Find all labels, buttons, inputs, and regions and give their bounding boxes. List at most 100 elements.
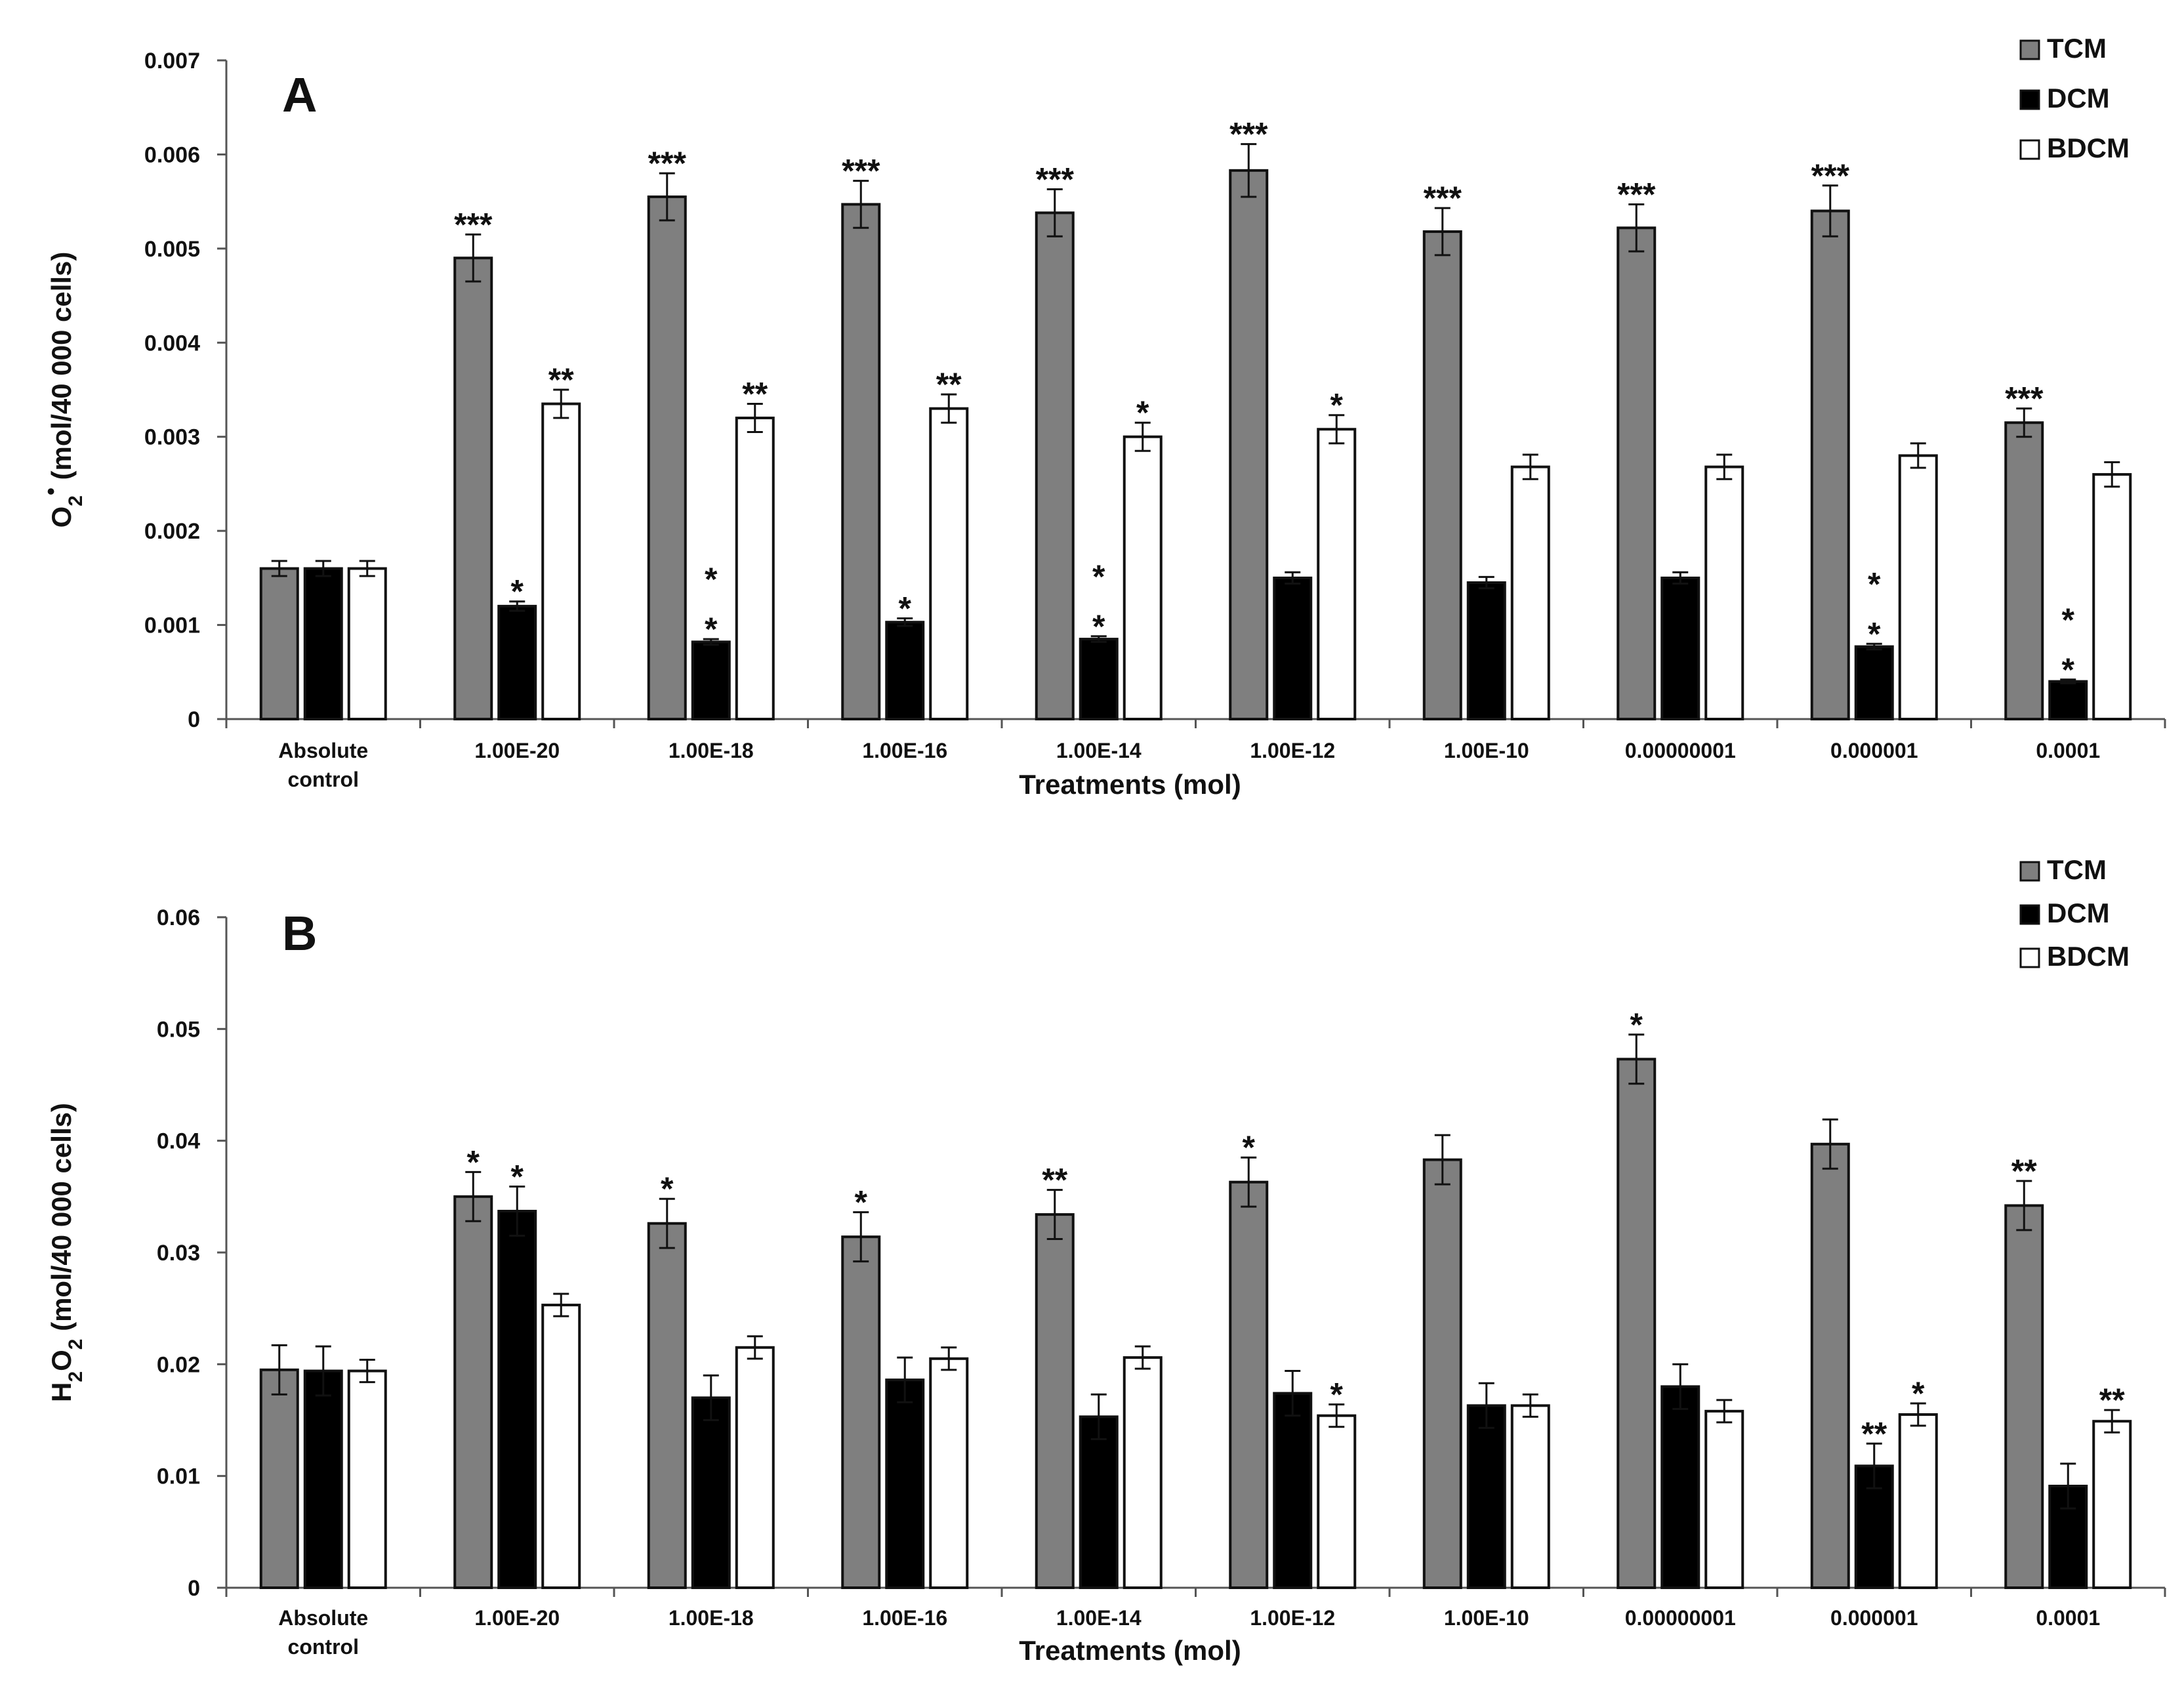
significance-label: *** <box>842 153 880 190</box>
legend-swatch-tcm <box>2019 861 2040 882</box>
bar-dcm <box>497 604 537 721</box>
legend-label-bdcm: BDCM <box>2047 133 2130 163</box>
legend-label-tcm: TCM <box>2047 854 2107 885</box>
category-label-line: 0.0001 <box>2036 739 2100 762</box>
y-tick-label: 0.04 <box>157 1129 200 1154</box>
category-label-line: Absolute <box>278 739 368 762</box>
bar-bdcm <box>929 407 969 721</box>
category-label: 0.0001 <box>2036 739 2100 762</box>
bar-bdcm <box>1317 428 1357 720</box>
y-tick-label: 0.02 <box>157 1352 200 1377</box>
category-label-line: 0.0001 <box>2036 1606 2100 1630</box>
bar-tcm <box>453 257 493 720</box>
category-label-line: 1.00E-10 <box>1444 1606 1529 1630</box>
significance-label: * <box>1136 394 1149 431</box>
bar-tcm <box>1422 1158 1462 1589</box>
bar-bdcm <box>347 567 387 720</box>
y-axis-title-part: O <box>46 507 77 528</box>
bar-bdcm <box>735 417 775 720</box>
bar-bdcm <box>1510 1404 1550 1590</box>
bar-bdcm <box>2092 473 2132 720</box>
bar-bdcm <box>1510 465 1550 721</box>
category-label-line: control <box>288 768 359 791</box>
significance-label: * <box>855 1184 868 1221</box>
bar-bdcm <box>2092 1420 2132 1590</box>
significance-label: ** <box>2011 1153 2037 1189</box>
bar-tcm <box>1617 226 1657 720</box>
y-axis-title-part: O <box>46 1350 77 1371</box>
y-tick-label: 0.004 <box>144 331 200 356</box>
bar-dcm <box>1466 581 1506 720</box>
bar-tcm <box>453 1195 493 1590</box>
category-label-line: 1.00E-16 <box>862 1606 947 1630</box>
legend-swatch-tcm <box>2019 39 2040 60</box>
significance-label: * <box>1912 1375 1925 1412</box>
bar-bdcm <box>1123 435 1163 720</box>
bar-bdcm <box>1898 1413 1938 1590</box>
significance-label: * <box>1330 1376 1344 1413</box>
category-label-line: 1.00E-18 <box>669 739 754 762</box>
bar-tcm <box>647 1222 687 1590</box>
y-tick-label: 0.007 <box>144 49 200 73</box>
significance-label: ** <box>1042 1162 1067 1199</box>
bar-bdcm <box>1317 1414 1357 1590</box>
y-tick-label: 0.003 <box>144 425 200 450</box>
significance-label: ** <box>1861 1415 1887 1452</box>
panel-letter: A <box>282 68 317 122</box>
category-label: 1.00E-20 <box>474 739 560 762</box>
y-axis-title-part: H <box>46 1382 77 1402</box>
bar-tcm <box>2004 1204 2044 1589</box>
y-tick-label: 0.002 <box>144 519 200 544</box>
bar-bdcm <box>541 402 581 720</box>
significance-label: * <box>661 1170 674 1207</box>
significance-label: *** <box>1617 176 1656 213</box>
category-label-line: 0.00000001 <box>1625 739 1736 762</box>
bar-tcm <box>2004 421 2044 720</box>
significance-label: * <box>511 1159 524 1195</box>
bar-bdcm <box>735 1346 775 1590</box>
category-label: 0.000001 <box>1830 739 1918 762</box>
bar-dcm <box>1466 1404 1506 1590</box>
category-label-line: 1.00E-16 <box>862 739 947 762</box>
significance-label: * <box>1868 615 1881 652</box>
y-axis-title-part: 2 <box>65 1339 87 1350</box>
y-axis-title-part: 2 <box>65 495 87 507</box>
category-label: 1.00E-18 <box>669 739 754 762</box>
significance-label: * <box>2062 652 2075 688</box>
bar-tcm <box>1810 1142 1850 1589</box>
bar-dcm <box>691 1396 731 1590</box>
legend-swatch-bdcm <box>2019 139 2040 160</box>
y-tick-label: 0 <box>188 1576 200 1601</box>
significance-label: * <box>1868 566 1881 602</box>
bar-tcm <box>1035 1213 1075 1589</box>
bar-tcm <box>841 203 881 720</box>
significance-label: * <box>1092 608 1105 645</box>
significance-label: ** <box>2099 1382 2125 1418</box>
category-label-line: 1.00E-20 <box>474 739 560 762</box>
category-label-line: 1.00E-10 <box>1444 739 1529 762</box>
bar-bdcm <box>541 1304 581 1589</box>
significance-label: *** <box>1811 157 1850 194</box>
y-tick-label: 0.001 <box>144 613 200 638</box>
y-axis-title-part: (mol/40 000 cells) <box>46 1103 77 1339</box>
bar-tcm <box>841 1235 881 1589</box>
y-axis-title: O2• (mol/40 000 cells) <box>39 252 87 528</box>
significance-label: *** <box>1424 180 1462 217</box>
y-axis-title-part: (mol/40 000 cells) <box>46 252 77 488</box>
bar-dcm <box>691 640 731 720</box>
bar-dcm <box>885 621 925 720</box>
bar-bdcm <box>1704 465 1744 721</box>
category-label: 0.000001 <box>1830 1606 1918 1630</box>
significance-label: * <box>467 1144 480 1180</box>
bar-tcm <box>259 567 299 720</box>
significance-label: * <box>1630 1006 1643 1043</box>
x-axis-title: Treatments (mol) <box>1019 769 1241 800</box>
bar-tcm <box>1617 1058 1657 1590</box>
bar-tcm <box>1035 211 1075 720</box>
category-label: 1.00E-14 <box>1056 739 1142 762</box>
bar-dcm <box>1273 1392 1313 1590</box>
category-label-line: 1.00E-14 <box>1056 1606 1142 1630</box>
significance-label: ** <box>548 362 574 398</box>
significance-label: * <box>2062 602 2075 638</box>
significance-label: *** <box>454 206 493 243</box>
